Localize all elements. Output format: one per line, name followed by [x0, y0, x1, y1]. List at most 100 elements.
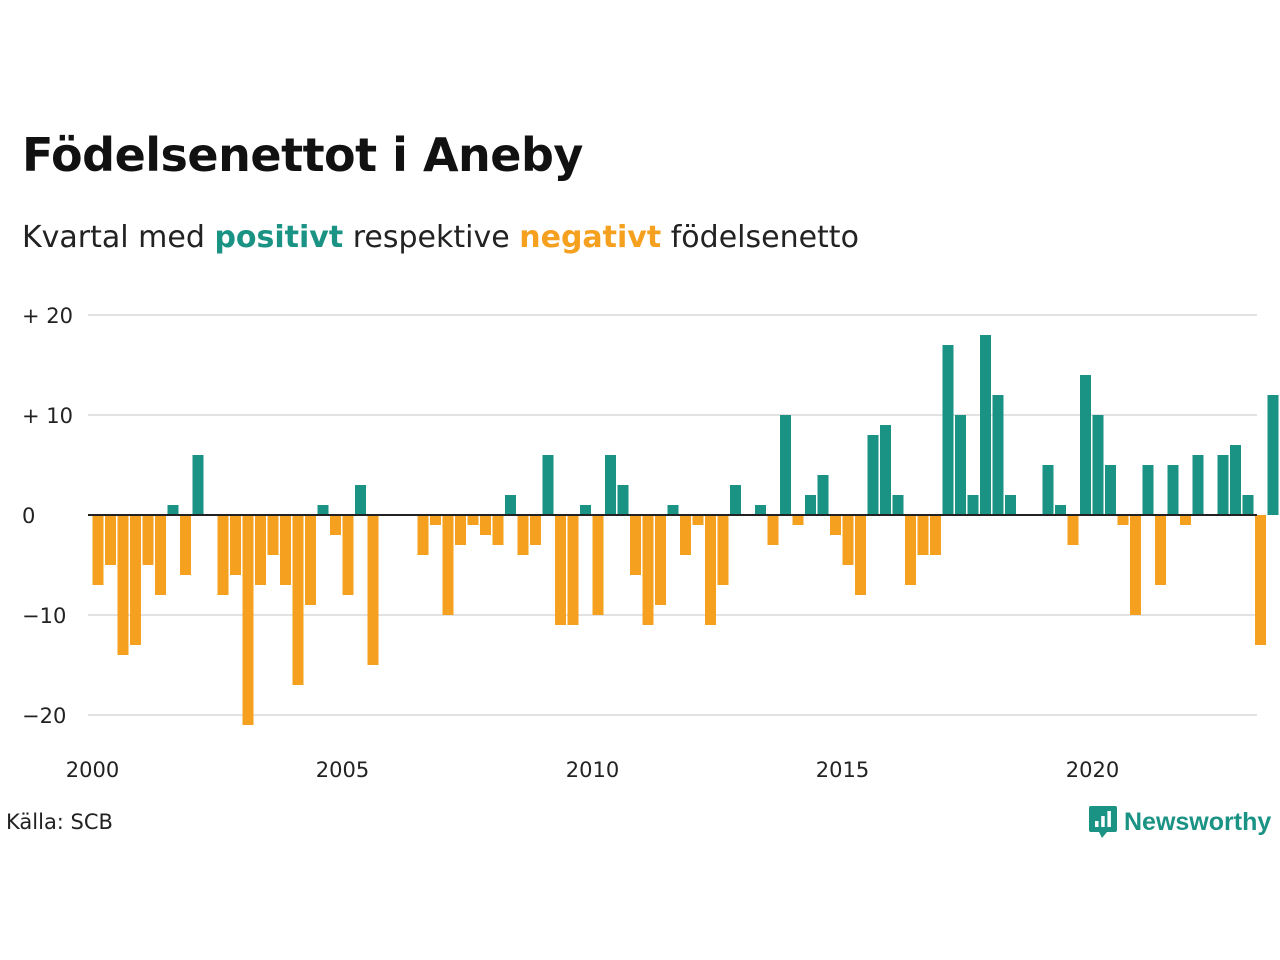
bar-positive [942, 345, 954, 515]
bar-negative [242, 515, 254, 725]
bar-negative [130, 515, 141, 645]
x-tick-label: 2005 [316, 758, 369, 782]
subtitle-text-2: respektive [352, 220, 510, 255]
source-note: Källa: SCB [6, 810, 113, 834]
bar-negative [630, 515, 641, 575]
bar-positive [667, 505, 679, 515]
bar-positive [542, 455, 554, 515]
bar-negative [217, 515, 229, 595]
bar-negative [705, 515, 716, 625]
bar-negative [792, 515, 804, 525]
bar-positive [817, 475, 829, 515]
bar-positive [992, 395, 1004, 515]
bar-negative [1180, 515, 1191, 525]
grid-lines [88, 314, 1257, 716]
bar-negative [492, 515, 504, 545]
bar-positive [580, 505, 591, 515]
bar-negative [455, 515, 466, 545]
newsworthy-logo: Newsworthy [1088, 802, 1271, 842]
bar-positive [1267, 395, 1279, 515]
x-tick-label: 2015 [816, 758, 869, 782]
bar-positive [1105, 465, 1116, 515]
bar-chart: + 20 + 10 0 −10 −20 2000 2005 2010 2015 2020 [22, 304, 1279, 782]
newsworthy-logo-text: Newsworthy [1124, 807, 1272, 836]
newsworthy-logo-icon [1089, 806, 1117, 838]
bar-negative [417, 515, 429, 555]
bar-negative [1067, 515, 1079, 545]
bar-negative [655, 515, 666, 605]
bar-negative [280, 515, 291, 585]
bar-positive [1217, 455, 1229, 515]
bar-positive [1092, 415, 1104, 515]
bar-positive [955, 415, 966, 515]
bar-negative [930, 515, 941, 555]
bar-negative [180, 515, 191, 575]
subtitle-negative-word: negativt [519, 220, 662, 255]
bar-negative [767, 515, 779, 545]
bar-negative [292, 515, 304, 685]
bar-negative [530, 515, 541, 545]
y-tick-label: + 20 [22, 304, 73, 328]
y-axis-labels: + 20 + 10 0 −10 −20 [22, 304, 73, 728]
y-tick-label: + 10 [22, 404, 73, 428]
bar-positive [1080, 375, 1091, 515]
chart-subtitle: Kvartal med positivt respektive negativt… [22, 220, 859, 255]
bar-positive [755, 505, 766, 515]
y-tick-label: 0 [22, 504, 35, 528]
bar-negative [117, 515, 129, 655]
y-tick-label: −10 [22, 604, 66, 628]
bar-negative [692, 515, 704, 525]
bar-positive [167, 505, 179, 515]
bar-positive [805, 495, 816, 515]
bar-positive [1142, 465, 1154, 515]
subtitle-text-1: Kvartal med [22, 220, 205, 255]
bar-negative [517, 515, 529, 555]
bar-negative [142, 515, 154, 565]
bar-negative [1117, 515, 1129, 525]
bar-negative [1130, 515, 1141, 615]
bar-positive [1167, 465, 1179, 515]
bar-negative [467, 515, 479, 525]
subtitle-text-3: födelsenetto [670, 220, 859, 255]
bar-positive [505, 495, 516, 515]
bar-positive [1192, 455, 1204, 515]
bar-positive [617, 485, 629, 515]
bar-negative [342, 515, 354, 595]
bar-negative [430, 515, 441, 525]
bar-negative [267, 515, 279, 555]
bar-positive [780, 415, 791, 515]
bar-positive [1005, 495, 1016, 515]
bars [92, 335, 1279, 725]
y-tick-label: −20 [22, 704, 66, 728]
subtitle-positive-word: positivt [214, 220, 344, 255]
bar-negative [905, 515, 916, 585]
bar-negative [105, 515, 116, 565]
bar-negative [330, 515, 341, 535]
bar-positive [317, 505, 329, 515]
bar-negative [442, 515, 454, 615]
chart-title: Födelsenettot i Aneby [22, 128, 583, 182]
bar-negative [480, 515, 491, 535]
bar-positive [730, 485, 741, 515]
bar-negative [255, 515, 266, 585]
bar-negative [917, 515, 929, 555]
bar-negative [555, 515, 566, 625]
bar-negative [680, 515, 691, 555]
bar-negative [717, 515, 729, 585]
bar-negative [367, 515, 379, 665]
x-tick-label: 2010 [566, 758, 619, 782]
bar-positive [1242, 495, 1254, 515]
x-tick-label: 2020 [1066, 758, 1119, 782]
bar-positive [1055, 505, 1066, 515]
bar-positive [355, 485, 366, 515]
bar-positive [880, 425, 891, 515]
bar-negative [305, 515, 316, 605]
bar-positive [192, 455, 204, 515]
bar-positive [967, 495, 979, 515]
bar-negative [92, 515, 104, 585]
bar-negative [592, 515, 604, 615]
bar-negative [567, 515, 579, 625]
bar-positive [892, 495, 904, 515]
x-axis-labels: 2000 2005 2010 2015 2020 [66, 758, 1119, 782]
x-tick-label: 2000 [66, 758, 119, 782]
